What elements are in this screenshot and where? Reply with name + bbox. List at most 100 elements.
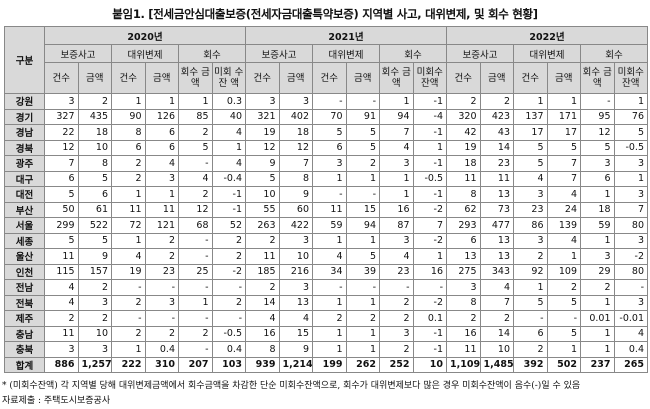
region-label: 제주 bbox=[4, 310, 45, 327]
table-cell: 13 bbox=[479, 248, 514, 265]
table-cell: 6 bbox=[446, 232, 481, 249]
table-cell: 6 bbox=[513, 325, 548, 342]
table-cell: 5 bbox=[312, 124, 347, 141]
table-cell: 87 bbox=[379, 217, 414, 234]
column-header: 미회 수잔 액 bbox=[211, 62, 246, 94]
table-cell: 423 bbox=[479, 108, 514, 125]
region-label: 경기 bbox=[4, 108, 45, 125]
table-cell: 2 bbox=[345, 310, 380, 327]
table-cell: - bbox=[312, 186, 347, 203]
group-header: 보증사고 bbox=[245, 44, 313, 63]
table-cell: -1 bbox=[412, 186, 447, 203]
region-label: 경남 bbox=[4, 124, 45, 141]
table-cell: 1 bbox=[178, 294, 213, 311]
table-cell: 10 bbox=[77, 139, 112, 156]
table-cell: 3 bbox=[513, 232, 548, 249]
table-cell: 7 bbox=[479, 294, 514, 311]
table-cell: 2 bbox=[245, 279, 280, 296]
table-cell: 1,257 bbox=[77, 356, 112, 373]
table-row: 충남 11 10 2 2 2 -0.5 16 15 1 1 3 -1 16 14 6 5 1 4 bbox=[4, 325, 648, 342]
table-cell: 1 bbox=[513, 279, 548, 296]
table-cell: 157 bbox=[77, 263, 112, 280]
table-cell: 1 bbox=[580, 341, 615, 358]
table-cell: -1 bbox=[211, 201, 246, 218]
table-cell: 2 bbox=[513, 248, 548, 265]
table-cell: 8 bbox=[111, 124, 146, 141]
table-cell: 2 bbox=[111, 294, 146, 311]
table-row: 서울 299 522 72 121 68 52 263 422 59 94 87 7 293 477 86 13… bbox=[4, 217, 648, 234]
table-cell: 392 bbox=[513, 356, 548, 373]
table-cell: -0.01 bbox=[613, 310, 648, 327]
column-header: 건수 bbox=[446, 62, 481, 94]
table-cell: 59 bbox=[312, 217, 347, 234]
column-header: 건수 bbox=[44, 62, 79, 94]
table-cell: -2 bbox=[613, 248, 648, 265]
table-cell: 3 bbox=[513, 186, 548, 203]
table-cell: 1 bbox=[580, 325, 615, 342]
table-cell: 0.1 bbox=[412, 310, 447, 327]
table-cell: 94 bbox=[379, 108, 414, 125]
table-cell: 95 bbox=[580, 108, 615, 125]
table-cell: - bbox=[144, 310, 179, 327]
table-cell: 1 bbox=[312, 170, 347, 187]
table-cell: -1 bbox=[211, 186, 246, 203]
table-cell: 10 bbox=[278, 248, 313, 265]
table-cell: 263 bbox=[245, 217, 280, 234]
group-header: 대위변제 bbox=[312, 44, 380, 63]
table-cell: 5 bbox=[580, 139, 615, 156]
total-row: 합계 886 1,257 222 310 207 103 939 1,214 199 262 252 1… bbox=[4, 356, 648, 373]
table-cell: 8 bbox=[446, 186, 481, 203]
column-header: 미회수 잔액 bbox=[613, 62, 648, 94]
table-cell: 3 bbox=[278, 232, 313, 249]
table-row: 제주 2 2- - - -4 4 2 2 2 0.1 2 2- -0.01 -0.01 bbox=[4, 310, 648, 327]
table-cell: -1 bbox=[412, 124, 447, 141]
table-cell: 5 bbox=[44, 186, 79, 203]
table-cell: 2 bbox=[111, 325, 146, 342]
table-cell: 7 bbox=[546, 170, 581, 187]
table-cell: 1 bbox=[345, 232, 380, 249]
group-header: 회수 bbox=[379, 44, 447, 63]
table-cell: 42 bbox=[446, 124, 481, 141]
table-cell: 52 bbox=[211, 217, 246, 234]
table-cell: 2 bbox=[111, 155, 146, 172]
table-cell: 5 bbox=[513, 139, 548, 156]
table-cell: 7 bbox=[278, 155, 313, 172]
table-cell: 16 bbox=[446, 325, 481, 342]
table-cell: 2 bbox=[379, 341, 414, 358]
table-cell: 7 bbox=[546, 155, 581, 172]
table-cell: 3 bbox=[613, 294, 648, 311]
table-cell: 1 bbox=[379, 186, 414, 203]
table-cell: 199 bbox=[312, 356, 347, 373]
table-cell: 11 bbox=[446, 170, 481, 187]
table-cell: 2 bbox=[211, 232, 246, 249]
group-header: 보증사고 bbox=[446, 44, 514, 63]
table-cell: - bbox=[178, 279, 213, 296]
column-header: 건수 bbox=[312, 62, 347, 94]
table-cell: - bbox=[178, 155, 213, 172]
table-cell: 103 bbox=[211, 356, 246, 373]
table-cell: 2 bbox=[446, 310, 481, 327]
group-header: 대위변제 bbox=[111, 44, 179, 63]
table-cell: 2 bbox=[245, 232, 280, 249]
table-cell: 477 bbox=[479, 217, 514, 234]
table-cell: - bbox=[379, 279, 414, 296]
table-cell: 1 bbox=[211, 139, 246, 156]
table-cell: 1 bbox=[546, 93, 581, 110]
column-header: 회수 금액 bbox=[580, 62, 615, 94]
group-header: 보증사고 bbox=[44, 44, 112, 63]
table-cell: 16 bbox=[245, 325, 280, 342]
table-cell: 265 bbox=[613, 356, 648, 373]
table-cell: 3 bbox=[44, 341, 79, 358]
page-title: 붙임1. [전세금안심대출보증(전세자금대출특약보증) 지역별 사고, 대위변제… bbox=[112, 7, 538, 21]
table-cell: 4 bbox=[211, 124, 246, 141]
table-cell: 343 bbox=[479, 263, 514, 280]
table-cell: - bbox=[345, 93, 380, 110]
table-cell: 92 bbox=[513, 263, 548, 280]
region-label: 전남 bbox=[4, 279, 45, 296]
group-header: 회수 bbox=[178, 44, 246, 63]
table-cell: 18 bbox=[278, 124, 313, 141]
table-cell: 8 bbox=[245, 341, 280, 358]
table-cell: 76 bbox=[613, 108, 648, 125]
table-cell: 2 bbox=[211, 248, 246, 265]
table-cell: 2 bbox=[178, 325, 213, 342]
